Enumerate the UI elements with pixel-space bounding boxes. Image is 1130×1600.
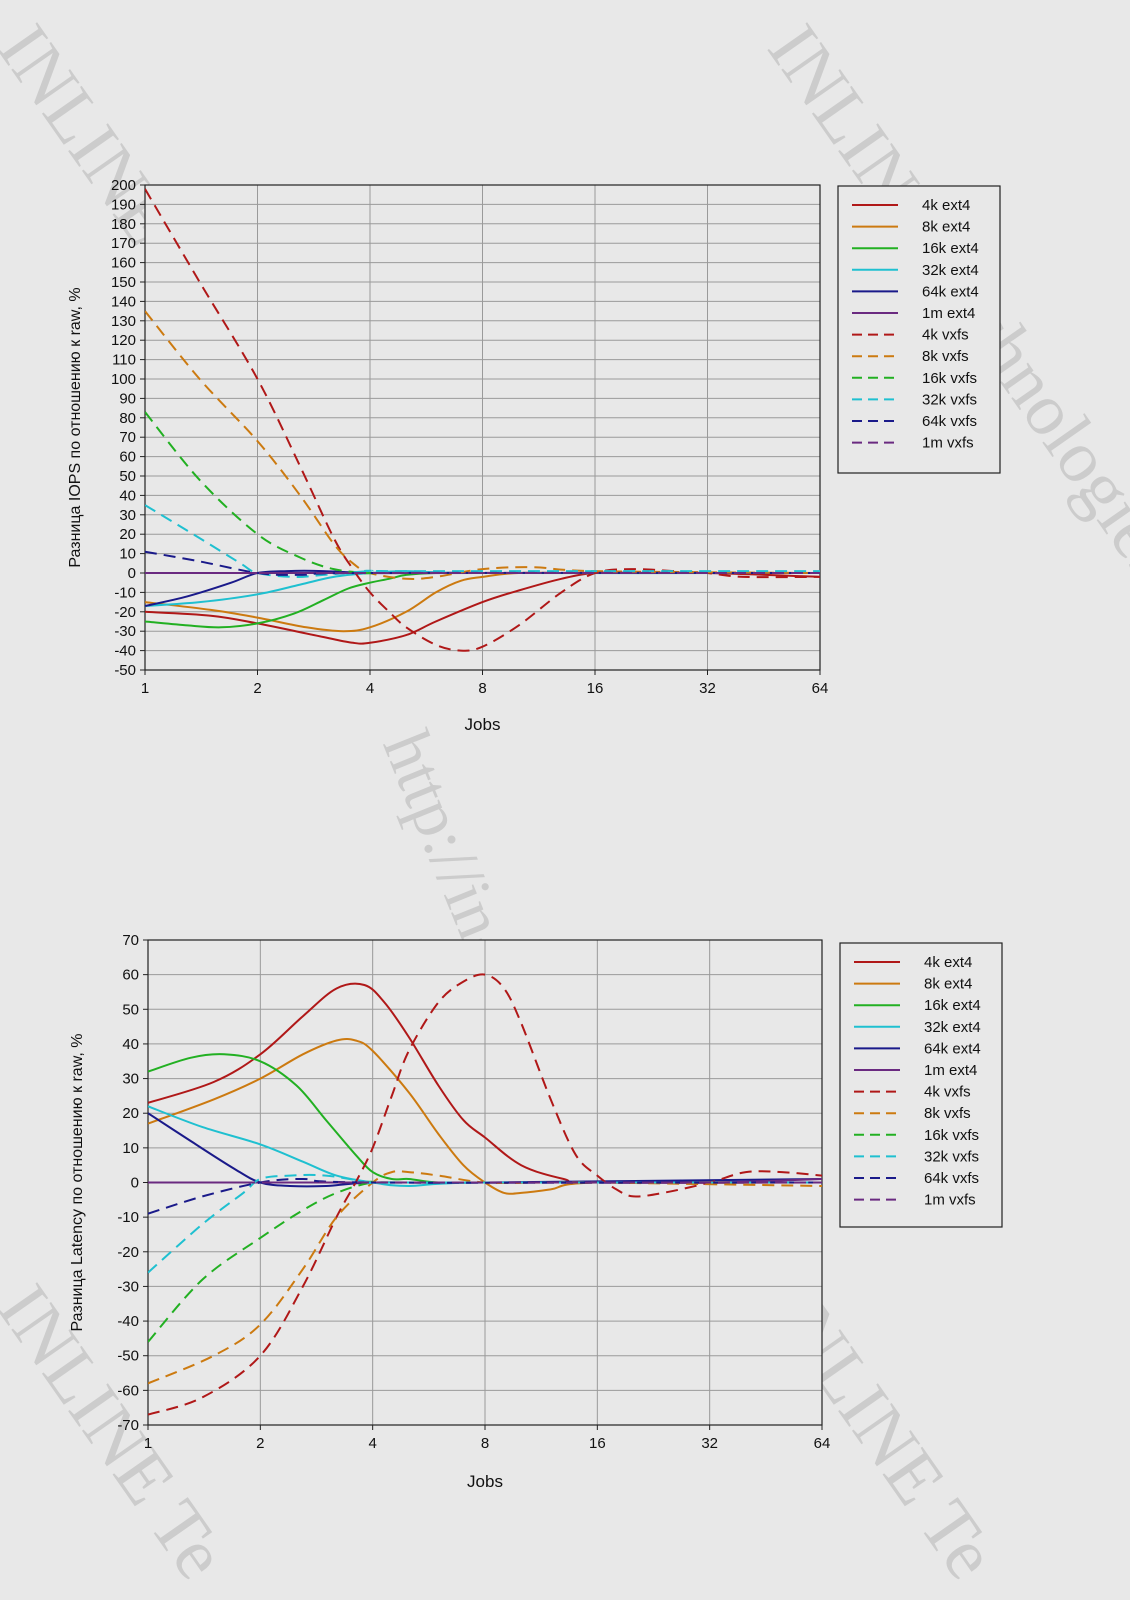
y-tick-label: -60	[117, 1382, 139, 1399]
y-tick-label: -30	[114, 623, 136, 640]
y-tick-label: 50	[119, 468, 136, 485]
y-tick-label: -40	[114, 643, 136, 660]
legend-label: 8k vxfs	[922, 348, 969, 365]
legend-box	[839, 942, 1003, 1228]
legend-label: 4k ext4	[924, 954, 972, 971]
y-tick-label: -10	[114, 584, 136, 601]
y-tick-label: -70	[117, 1417, 139, 1434]
y-tick-label: 100	[111, 371, 136, 388]
y-tick-label: 80	[119, 410, 136, 427]
x-tick-label: 16	[587, 680, 604, 697]
y-tick-label: 90	[119, 390, 136, 407]
chart-2: -70 -60 -50 -40 -30 -20 -10 0 10 20 30 40 50 60 70 1 2 4 8…	[69, 932, 1003, 1491]
y-tick-label: 20	[119, 526, 136, 543]
x-tick-label: 2	[253, 680, 261, 697]
y-tick-label: 130	[111, 313, 136, 330]
x-tick-label: 32	[701, 1435, 718, 1452]
series-line-32k-vxfs	[145, 504, 820, 578]
series-line-64k-vxfs	[148, 1177, 822, 1215]
y-tick-label: 190	[111, 196, 136, 213]
x-tick-label: 32	[699, 680, 716, 697]
legend-label: 4k vxfs	[922, 327, 969, 344]
legend-label: 1m vxfs	[922, 435, 974, 452]
y-tick-label: 200	[111, 177, 136, 194]
series-line-4k-vxfs	[148, 973, 822, 1416]
series-line-4k-ext4	[148, 982, 822, 1184]
x-axis-label: Jobs	[467, 1472, 503, 1491]
y-tick-label: 0	[128, 565, 136, 582]
y-axis-label: Разница IOPS по отношению к raw, %	[67, 287, 84, 567]
legend-label: 64k ext4	[924, 1040, 981, 1057]
legend-label: 64k vxfs	[924, 1170, 979, 1187]
y-tick-label: 10	[119, 546, 136, 563]
legend-label: 1m ext4	[924, 1062, 977, 1079]
y-tick-label: 140	[111, 293, 136, 310]
x-tick-label: 16	[589, 1435, 606, 1452]
legend-label: 1m vxfs	[924, 1192, 976, 1209]
legend-label: 32k vxfs	[922, 391, 977, 408]
x-tick-label: 64	[812, 680, 829, 697]
y-tick-label: 30	[119, 507, 136, 524]
x-tick-label: 4	[368, 1435, 376, 1452]
chart-1: -50 -40 -30 -20 -10 0 10 20 30 40 50 60 70 80 90 100 110…	[67, 177, 1001, 734]
legend-label: 8k ext4	[924, 976, 972, 993]
legend-label: 64k vxfs	[922, 413, 977, 430]
legend-label: 32k ext4	[924, 1019, 981, 1036]
y-tick-label: 20	[122, 1105, 139, 1122]
series-line-8k-ext4	[148, 1037, 822, 1195]
y-tick-label: -40	[117, 1313, 139, 1330]
y-tick-label: -50	[117, 1348, 139, 1365]
y-tick-label: 0	[131, 1175, 139, 1192]
y-tick-label: 10	[122, 1140, 139, 1157]
legend-label: 32k ext4	[922, 262, 979, 279]
legend-label: 1m ext4	[922, 305, 975, 322]
legend-label: 32k vxfs	[924, 1148, 979, 1165]
plot-frame	[144, 184, 821, 671]
y-tick-label: 180	[111, 216, 136, 233]
legend-label: 64k ext4	[922, 283, 979, 300]
legend-label: 16k vxfs	[922, 370, 977, 387]
y-tick-label: -20	[114, 604, 136, 621]
y-tick-label: 150	[111, 274, 136, 291]
x-tick-label: 2	[256, 1435, 264, 1452]
x-tick-label: 64	[814, 1435, 831, 1452]
legend-label: 16k vxfs	[924, 1127, 979, 1144]
y-tick-label: 40	[119, 487, 136, 504]
y-axis-label: Разница Latency по отношению к raw, %	[69, 1034, 86, 1332]
legend-label: 16k ext4	[922, 240, 979, 257]
x-tick-label: 1	[144, 1435, 152, 1452]
y-tick-label: 110	[112, 352, 136, 369]
legend-label: 4k vxfs	[924, 1084, 971, 1101]
x-tick-label: 8	[478, 680, 486, 697]
legend-label: 16k ext4	[924, 997, 981, 1014]
y-tick-label: 160	[111, 255, 136, 272]
legend-label: 4k ext4	[922, 197, 970, 214]
y-tick-label: 120	[111, 332, 136, 349]
x-tick-label: 8	[481, 1435, 489, 1452]
series-line-64k-vxfs	[145, 550, 820, 576]
y-tick-label: -10	[117, 1209, 139, 1226]
y-tick-label: -50	[114, 662, 136, 679]
y-tick-label: 40	[122, 1036, 139, 1053]
y-tick-label: 50	[122, 1001, 139, 1018]
y-tick-label: 60	[119, 449, 136, 466]
y-tick-label: -20	[117, 1244, 139, 1261]
legend-label: 8k vxfs	[924, 1105, 971, 1122]
legend-label: 8k ext4	[922, 219, 970, 236]
x-tick-label: 1	[141, 680, 149, 697]
y-tick-label: 70	[119, 429, 136, 446]
y-tick-label: 60	[122, 967, 139, 984]
y-tick-label: -30	[117, 1278, 139, 1295]
x-axis-label: Jobs	[465, 715, 501, 734]
y-tick-label: 30	[122, 1071, 139, 1088]
y-tick-label: 170	[111, 235, 136, 252]
y-tick-label: 70	[122, 932, 139, 949]
x-tick-label: 4	[366, 680, 374, 697]
legend-box	[837, 185, 1001, 474]
